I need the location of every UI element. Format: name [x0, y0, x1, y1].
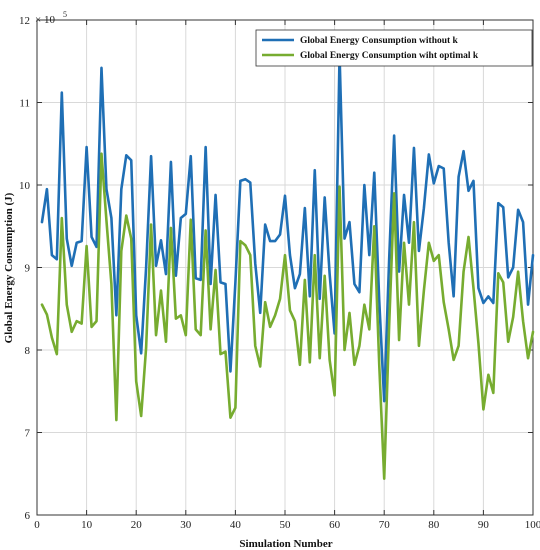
y-axis-multiplier: × 10 5: [35, 10, 67, 26]
y-tick-label: 7: [25, 428, 31, 440]
axis-ticks: 0 10 20 30 40 50 60 70 80 90 100 6 7 8 9 10 11 12: [19, 15, 540, 531]
x-tick-label: 40: [230, 519, 242, 531]
x-tick-label: 50: [280, 519, 292, 531]
series-layer: [40, 53, 535, 481]
y-tick-label: 9: [25, 263, 31, 275]
x-tick-label: 30: [180, 519, 192, 531]
x-tick-label: 100: [525, 519, 540, 531]
y-tick-label: 6: [25, 510, 31, 522]
y-tick-label: 11: [19, 98, 30, 110]
x-tick-label: 80: [428, 519, 440, 531]
x-axis-label: Simulation Number: [239, 538, 332, 550]
x-tick-label: 60: [329, 519, 341, 531]
series-line-0: [40, 53, 535, 403]
series-line-1: [40, 152, 535, 481]
y-tick-label: 12: [19, 15, 30, 27]
y-tick-label: 8: [25, 345, 31, 357]
legend-box: [255, 29, 533, 67]
x-tick-label: 20: [131, 519, 143, 531]
legend-label-without-k: Global Energy Consumption without k: [300, 36, 459, 46]
y-multiplier-base: × 10: [35, 14, 55, 26]
y-axis-label: Global Energy Consumption (J): [3, 192, 15, 343]
x-tick-label: 0: [34, 519, 40, 531]
x-tick-label: 10: [81, 519, 93, 531]
y-tick-label: 10: [19, 180, 31, 192]
x-tick-label: 70: [379, 519, 391, 531]
legend: Global Energy Consumption without k Glob…: [255, 29, 533, 67]
y-multiplier-exponent: 5: [63, 10, 67, 19]
legend-label-optimal-k: Global Energy Consumption wiht optimal k: [300, 51, 479, 61]
x-tick-label: 90: [478, 519, 490, 531]
